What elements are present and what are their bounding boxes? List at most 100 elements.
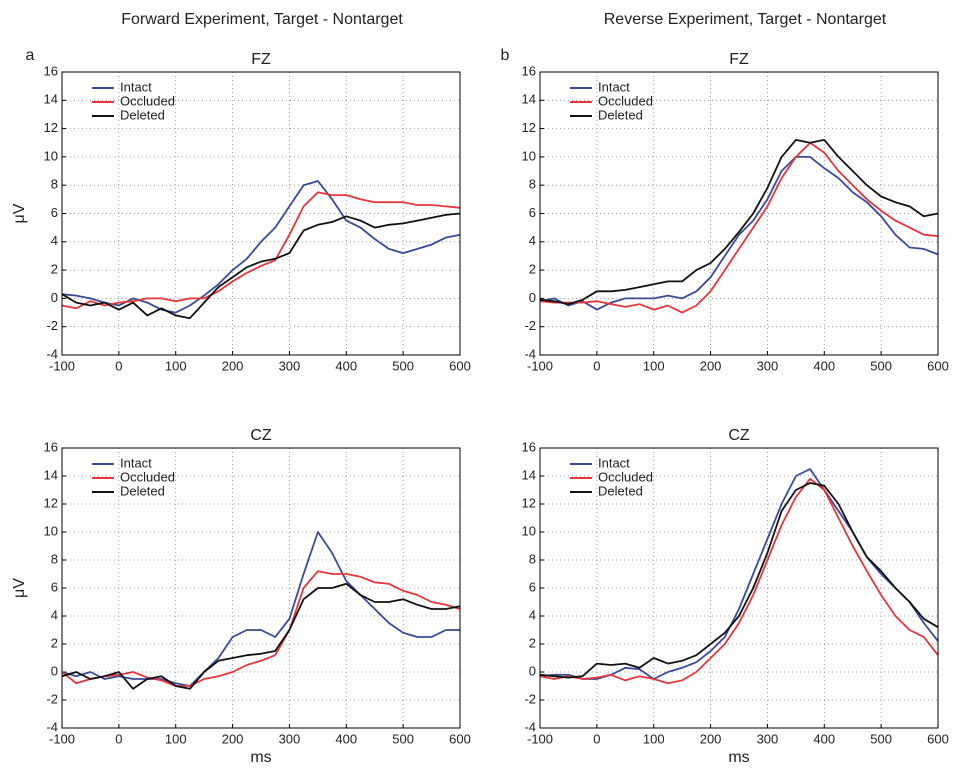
x-tick-label: 500 xyxy=(870,731,892,746)
x-tick-label: 500 xyxy=(392,358,414,373)
y-tick-label: 10 xyxy=(522,523,536,538)
y-tick-label: -2 xyxy=(46,318,58,333)
x-tick-label: 0 xyxy=(593,731,600,746)
y-axis-label: μV xyxy=(11,578,28,598)
chart-title: CZ xyxy=(728,427,750,444)
chart-title: FZ xyxy=(729,51,749,68)
chart-title: FZ xyxy=(251,51,271,68)
y-tick-label: 12 xyxy=(44,495,58,510)
plot-frame xyxy=(539,447,939,729)
y-tick-label: 14 xyxy=(44,467,58,482)
y-axis-label: μV xyxy=(11,203,28,223)
x-tick-label: 600 xyxy=(449,358,471,373)
y-tick-label: 16 xyxy=(522,439,536,454)
y-tick-label: 12 xyxy=(44,120,58,135)
series-line xyxy=(539,482,939,679)
y-tick-label: 4 xyxy=(51,233,58,248)
series-line xyxy=(61,531,460,687)
y-tick-label: 0 xyxy=(529,663,536,678)
x-tick-label: 200 xyxy=(222,358,244,373)
x-tick-label: 200 xyxy=(700,358,722,373)
series-line xyxy=(61,570,461,687)
y-tick-label: 4 xyxy=(51,607,58,622)
legend-label: Occluded xyxy=(598,93,653,108)
y-tick-label: 14 xyxy=(44,92,58,107)
y-tick-label: 16 xyxy=(44,63,58,78)
y-tick-label: 8 xyxy=(51,177,58,192)
x-tick-label: 400 xyxy=(335,731,357,746)
y-tick-label: 2 xyxy=(529,635,536,650)
x-tick-label: 300 xyxy=(279,731,301,746)
x-tick-label: 100 xyxy=(165,731,187,746)
legend-label: Intact xyxy=(598,455,630,470)
x-tick-label: 600 xyxy=(927,358,949,373)
y-tick-label: 4 xyxy=(529,607,536,622)
x-tick-label: -100 xyxy=(527,358,553,373)
series-line xyxy=(61,582,461,690)
x-tick-label: 0 xyxy=(115,731,122,746)
y-tick-label: 12 xyxy=(522,495,536,510)
y-tick-label: -2 xyxy=(524,691,536,706)
legend-label: Intact xyxy=(120,455,152,470)
x-tick-label: 100 xyxy=(643,731,665,746)
y-tick-label: 6 xyxy=(51,205,58,220)
x-axis-label: ms xyxy=(728,749,749,766)
legend-label: Occluded xyxy=(598,469,653,484)
y-tick-label: 2 xyxy=(529,262,536,277)
y-tick-label: 8 xyxy=(51,551,58,566)
y-tick-label: 10 xyxy=(522,148,536,163)
chart-title: CZ xyxy=(250,427,272,444)
y-tick-label: 16 xyxy=(44,439,58,454)
legend-label: Intact xyxy=(120,79,152,94)
y-tick-label: 14 xyxy=(522,92,536,107)
legend-label: Intact xyxy=(598,79,630,94)
column-title: Reverse Experiment, Target - Nontarget xyxy=(604,11,887,28)
y-tick-label: -2 xyxy=(46,691,58,706)
legend-label: Occluded xyxy=(120,93,175,108)
series-line xyxy=(61,180,461,314)
series-line xyxy=(539,156,939,311)
panel-letter: b xyxy=(501,47,510,64)
x-tick-label: 400 xyxy=(813,358,835,373)
plot-frame xyxy=(539,71,939,356)
y-tick-label: 6 xyxy=(51,579,58,594)
plot-frame xyxy=(61,447,461,729)
y-tick-label: 10 xyxy=(44,523,58,538)
series-line xyxy=(539,477,939,685)
series-line xyxy=(539,468,939,680)
x-tick-label: -100 xyxy=(49,731,75,746)
legend-label: Deleted xyxy=(598,483,643,498)
x-tick-label: 0 xyxy=(115,358,122,373)
x-tick-label: 600 xyxy=(449,731,471,746)
x-tick-label: 400 xyxy=(813,731,835,746)
x-tick-label: -100 xyxy=(49,358,75,373)
x-tick-label: 200 xyxy=(222,731,244,746)
legend-label: Occluded xyxy=(120,469,175,484)
y-tick-label: -4 xyxy=(46,346,58,361)
x-tick-label: 500 xyxy=(392,731,414,746)
x-tick-label: 300 xyxy=(279,358,301,373)
x-tick-label: 0 xyxy=(593,358,600,373)
y-tick-label: 6 xyxy=(529,205,536,220)
series-line xyxy=(539,141,939,314)
plot-frame xyxy=(61,71,461,356)
y-tick-label: 10 xyxy=(44,148,58,163)
y-tick-label: 0 xyxy=(51,663,58,678)
y-tick-label: 14 xyxy=(522,467,536,482)
x-tick-label: -100 xyxy=(527,731,553,746)
y-tick-label: 16 xyxy=(522,63,536,78)
y-tick-label: 0 xyxy=(51,290,58,305)
x-tick-label: 300 xyxy=(757,358,779,373)
y-tick-label: 2 xyxy=(51,262,58,277)
panel-letter: a xyxy=(26,47,35,64)
x-tick-label: 500 xyxy=(870,358,892,373)
y-tick-label: 6 xyxy=(529,579,536,594)
y-tick-label: 4 xyxy=(529,233,536,248)
y-tick-label: 2 xyxy=(51,635,58,650)
x-tick-label: 400 xyxy=(335,358,357,373)
y-tick-label: 8 xyxy=(529,551,536,566)
y-tick-label: -4 xyxy=(46,719,58,734)
legend-label: Deleted xyxy=(120,107,165,122)
x-tick-label: 200 xyxy=(700,731,722,746)
